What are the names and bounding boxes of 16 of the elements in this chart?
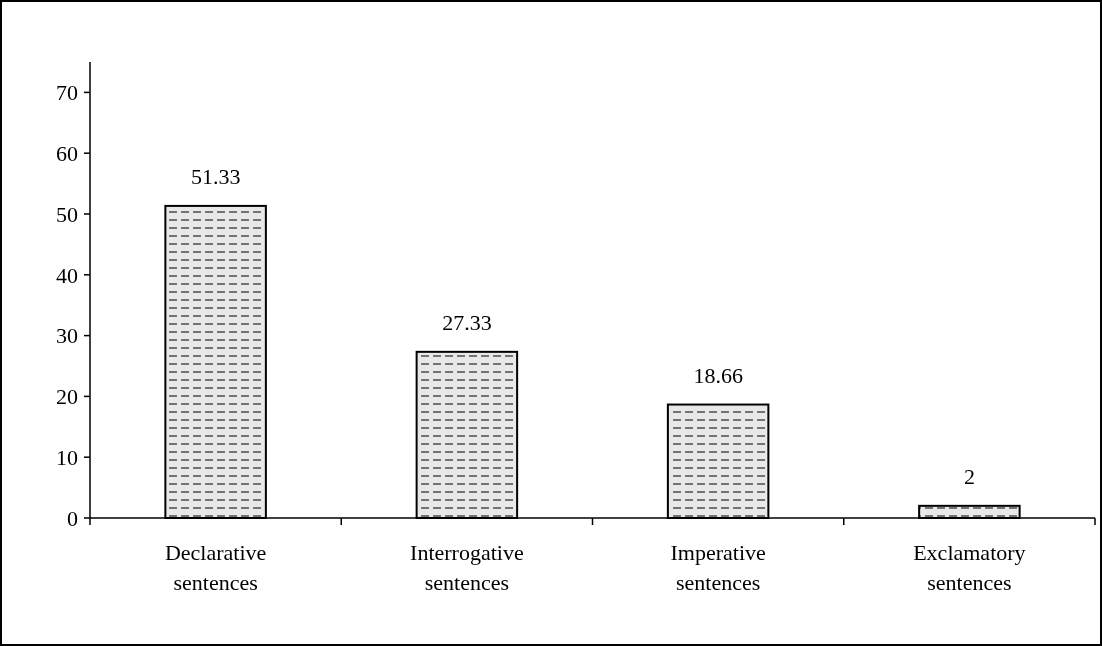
y-tick-label: 60 xyxy=(56,140,78,166)
y-tick-label: 20 xyxy=(56,384,78,410)
x-tick-label: Exclamatory sentences xyxy=(913,540,1026,595)
x-tick-label: Declarative sentences xyxy=(164,540,267,595)
y-tick-label: 10 xyxy=(56,444,78,470)
x-tick-label: Imperative sentences xyxy=(670,540,766,595)
y-tick-label: 40 xyxy=(56,262,78,288)
y-tick-label: 50 xyxy=(56,201,78,227)
data-label: 2 xyxy=(963,463,975,489)
y-tick-label: 70 xyxy=(56,80,78,106)
x-tick-label: Interrogative sentences xyxy=(410,540,524,595)
data-label: 51.33 xyxy=(190,163,241,189)
data-label: 27.33 xyxy=(442,309,492,335)
y-tick-label: 30 xyxy=(56,323,78,349)
data-label: 18.66 xyxy=(693,362,743,388)
y-tick-label: 0 xyxy=(67,505,78,531)
